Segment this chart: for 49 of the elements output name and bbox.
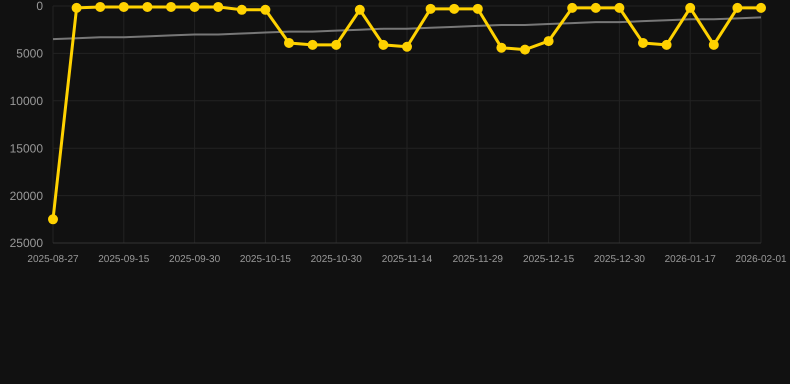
point — [72, 2, 82, 13]
point — [567, 2, 578, 13]
point — [308, 40, 318, 50]
y-tick-label: 15000 — [10, 141, 44, 156]
x-tick-label: 2025-12-15 — [523, 254, 575, 265]
point — [166, 2, 176, 12]
x-tick-label: 2025-10-30 — [310, 254, 362, 265]
point — [708, 40, 719, 50]
point — [614, 2, 624, 13]
point — [260, 4, 270, 15]
point — [354, 4, 365, 15]
point — [236, 4, 247, 15]
x-tick-label: 2026-01-17 — [664, 254, 716, 265]
point — [685, 2, 696, 13]
x-tick-label: 2025-09-30 — [169, 254, 221, 265]
point — [48, 214, 58, 224]
y-tick-label: 0 — [36, 0, 44, 14]
point — [402, 42, 412, 52]
x-tick-label: 2025-09-15 — [98, 254, 150, 265]
point — [213, 2, 224, 12]
point — [284, 38, 294, 48]
point — [331, 40, 342, 50]
point — [662, 40, 672, 50]
point — [638, 38, 648, 48]
point — [756, 2, 766, 13]
point — [496, 42, 506, 53]
y-tick-label: 20000 — [10, 188, 44, 203]
point — [449, 4, 460, 14]
point — [544, 36, 554, 46]
x-tick-label: 2025-08-27 — [27, 254, 80, 265]
x-tick-label: 2025-10-15 — [240, 254, 292, 265]
point — [378, 40, 388, 50]
point — [190, 2, 200, 12]
y-tick-label: 25000 — [10, 236, 44, 250]
y-tick-label: 10000 — [10, 94, 44, 108]
x-tick-label: 2025-11-29 — [452, 254, 504, 265]
x-tick-label: 2026-02-01 — [735, 254, 788, 265]
point — [732, 2, 742, 13]
point — [590, 2, 601, 13]
y-tick-label: 5000 — [16, 46, 44, 61]
point — [520, 44, 530, 55]
point — [426, 4, 436, 14]
line-series — [52, 16, 762, 40]
point — [118, 2, 129, 12]
point — [142, 2, 152, 12]
x-tick-label: 2025-12-30 — [594, 254, 646, 265]
point — [95, 2, 106, 12]
x-tick-label: 2025-11-14 — [382, 254, 433, 265]
point — [472, 4, 483, 14]
